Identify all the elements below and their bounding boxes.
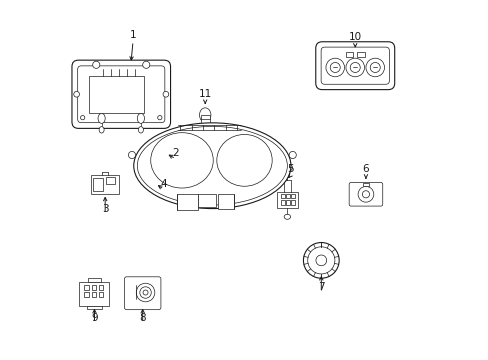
Bar — [200, 115, 209, 126]
Text: 1: 1 — [129, 30, 136, 40]
Ellipse shape — [99, 127, 104, 133]
FancyBboxPatch shape — [315, 42, 394, 90]
Circle shape — [142, 61, 149, 68]
Ellipse shape — [137, 126, 287, 205]
Circle shape — [128, 152, 135, 158]
Ellipse shape — [145, 180, 154, 187]
Ellipse shape — [147, 182, 152, 185]
Text: 3: 3 — [102, 203, 108, 213]
Bar — [99, 292, 103, 297]
Ellipse shape — [150, 133, 213, 188]
Ellipse shape — [282, 163, 292, 172]
Circle shape — [362, 191, 369, 198]
Circle shape — [315, 255, 326, 266]
Circle shape — [140, 287, 151, 298]
Circle shape — [369, 63, 380, 72]
Bar — [87, 306, 102, 309]
Bar — [363, 183, 368, 186]
Ellipse shape — [216, 134, 272, 186]
Circle shape — [365, 58, 384, 77]
Circle shape — [345, 58, 364, 77]
FancyBboxPatch shape — [78, 66, 164, 123]
Circle shape — [288, 152, 296, 158]
Bar — [290, 194, 294, 198]
Circle shape — [74, 91, 80, 97]
Circle shape — [136, 283, 155, 302]
Bar — [91, 175, 119, 194]
Ellipse shape — [137, 113, 144, 123]
Bar — [89, 76, 144, 113]
Bar — [106, 177, 115, 184]
Ellipse shape — [138, 127, 143, 133]
Bar — [84, 292, 88, 297]
Text: 2: 2 — [172, 148, 179, 158]
FancyBboxPatch shape — [321, 47, 388, 84]
FancyBboxPatch shape — [124, 277, 161, 310]
Circle shape — [307, 247, 334, 274]
Ellipse shape — [158, 151, 163, 156]
Ellipse shape — [284, 214, 290, 219]
Bar — [91, 292, 96, 297]
Bar — [80, 282, 109, 306]
Ellipse shape — [98, 113, 105, 123]
Ellipse shape — [199, 108, 210, 122]
Circle shape — [143, 290, 148, 295]
Circle shape — [329, 63, 340, 72]
Bar — [176, 194, 198, 210]
Bar — [285, 194, 289, 198]
Bar — [281, 194, 284, 198]
FancyBboxPatch shape — [348, 183, 382, 206]
FancyBboxPatch shape — [72, 60, 170, 129]
Text: 4: 4 — [161, 179, 167, 189]
Bar — [93, 178, 103, 191]
Text: 10: 10 — [348, 32, 361, 42]
Circle shape — [303, 243, 339, 278]
Bar — [345, 53, 352, 57]
Circle shape — [349, 63, 360, 72]
Text: 8: 8 — [139, 312, 146, 323]
Bar — [285, 201, 289, 204]
Bar — [198, 194, 216, 207]
Bar — [290, 201, 294, 204]
Text: 7: 7 — [317, 282, 324, 292]
Circle shape — [325, 58, 344, 77]
Text: 11: 11 — [198, 89, 211, 99]
Bar — [357, 53, 364, 57]
Bar — [217, 194, 233, 208]
Circle shape — [357, 186, 373, 202]
Circle shape — [157, 116, 162, 120]
Circle shape — [93, 61, 100, 68]
Ellipse shape — [134, 123, 290, 208]
Text: 9: 9 — [91, 312, 98, 323]
Text: 6: 6 — [362, 164, 368, 174]
Bar — [99, 285, 103, 290]
Bar — [91, 285, 96, 290]
Circle shape — [81, 116, 84, 120]
Text: 5: 5 — [287, 164, 294, 174]
Bar — [88, 278, 101, 282]
Bar — [281, 201, 284, 204]
Bar — [84, 285, 88, 290]
Ellipse shape — [155, 149, 165, 157]
Bar — [276, 192, 298, 207]
Circle shape — [163, 91, 168, 97]
